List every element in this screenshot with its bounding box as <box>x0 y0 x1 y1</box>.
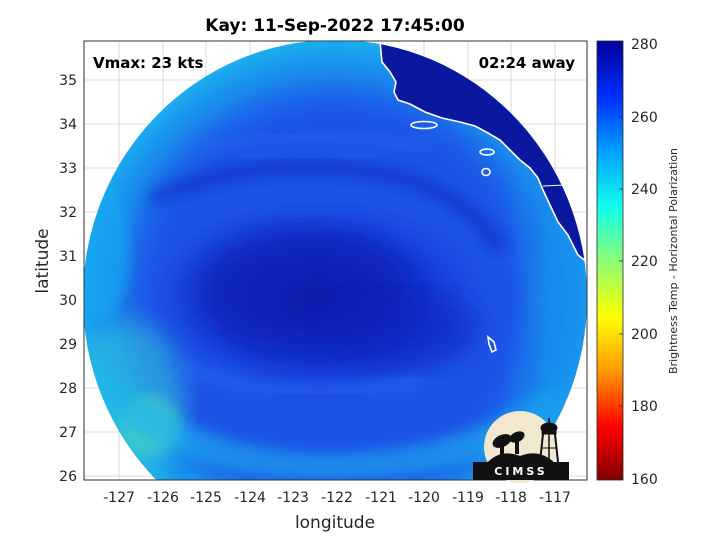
x-tick-label: -123 <box>277 490 309 506</box>
colorbar-tick-label: 220 <box>631 254 658 270</box>
y-tick-label: 35 <box>59 73 77 89</box>
y-tick-label: 31 <box>59 249 77 265</box>
x-tick-label: -126 <box>147 490 179 506</box>
y-tick-label: 27 <box>59 425 77 441</box>
x-tick-label: -125 <box>190 490 222 506</box>
time-away-label: 02:24 away <box>479 54 576 72</box>
x-tick-label: -124 <box>234 490 266 506</box>
y-tick-label: 26 <box>59 469 77 485</box>
y-tick-label: 34 <box>59 117 77 133</box>
x-tick-label: -122 <box>321 490 353 506</box>
x-tick-labels: -127 -126 -125 -124 -123 -122 -121 -120 … <box>103 490 571 506</box>
colorbar-gradient <box>596 40 624 481</box>
y-tick-label: 28 <box>59 381 77 397</box>
y-tick-label: 30 <box>59 293 77 309</box>
x-tick-label: -119 <box>452 490 484 506</box>
satellite-dish-icon <box>486 431 556 464</box>
y-tick-label: 32 <box>59 205 77 221</box>
colorbar-tick-label: 160 <box>631 472 658 488</box>
x-tick-label: -127 <box>103 490 135 506</box>
x-tick-label: -120 <box>408 490 440 506</box>
x-axis-label: longitude <box>295 513 375 533</box>
cimss-logo: CIMSS <box>473 411 569 483</box>
colorbar-tick-label: 180 <box>631 399 658 415</box>
y-tick-labels: 26 27 28 29 30 31 32 33 34 35 <box>59 73 77 485</box>
x-tick-label: -117 <box>539 490 571 506</box>
coastline <box>379 41 587 354</box>
x-tick-label: -118 <box>495 490 527 506</box>
chart-title: Kay: 11-Sep-2022 17:45:00 <box>205 16 465 36</box>
colorbar-tick-label: 200 <box>631 327 658 343</box>
colorbar-tick-label: 280 <box>631 37 658 53</box>
x-tick-label: -121 <box>365 490 397 506</box>
axes-frame <box>83 40 588 481</box>
y-tick-label: 33 <box>59 161 77 177</box>
colorbar-tick-label: 240 <box>631 182 658 198</box>
colorbar-label: Brightness Temp - Horizontal Polarizatio… <box>667 148 680 374</box>
colorbar-tick-label: 260 <box>631 110 658 126</box>
y-axis-label: latitude <box>33 228 53 293</box>
y-tick-label: 29 <box>59 337 77 353</box>
water-tower-icon <box>539 418 559 463</box>
colorbar: 280 260 240 220 200 180 160 Brightness T… <box>596 37 680 488</box>
vmax-label: Vmax: 23 kts <box>93 54 203 72</box>
logo-text: CIMSS <box>494 465 547 478</box>
